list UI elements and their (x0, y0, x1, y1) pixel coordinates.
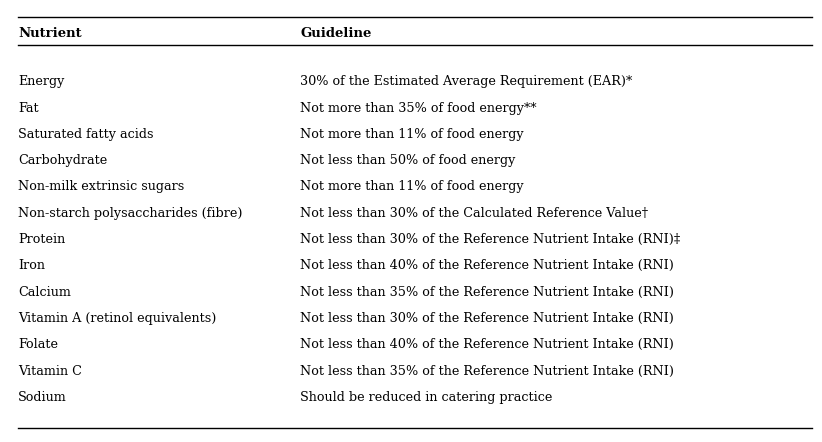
Text: Not more than 11% of food energy: Not more than 11% of food energy (300, 180, 524, 194)
Text: Not less than 35% of the Reference Nutrient Intake (RNI): Not less than 35% of the Reference Nutri… (300, 365, 674, 377)
Text: Iron: Iron (18, 259, 45, 272)
Text: Nutrient: Nutrient (18, 27, 81, 40)
Text: Should be reduced in catering practice: Should be reduced in catering practice (300, 391, 552, 404)
Text: Not less than 35% of the Reference Nutrient Intake (RNI): Not less than 35% of the Reference Nutri… (300, 286, 674, 299)
Text: Not less than 50% of food energy: Not less than 50% of food energy (300, 154, 515, 167)
Text: 30% of the Estimated Average Requirement (EAR)*: 30% of the Estimated Average Requirement… (300, 75, 632, 88)
Text: Energy: Energy (18, 75, 64, 88)
Text: Carbohydrate: Carbohydrate (18, 154, 108, 167)
Text: Not less than 40% of the Reference Nutrient Intake (RNI): Not less than 40% of the Reference Nutri… (300, 338, 674, 351)
Text: Vitamin A (retinol equivalents): Vitamin A (retinol equivalents) (18, 312, 216, 325)
Text: Vitamin C: Vitamin C (18, 365, 82, 377)
Text: Folate: Folate (18, 338, 58, 351)
Text: Not less than 30% of the Reference Nutrient Intake (RNI)‡: Not less than 30% of the Reference Nutri… (300, 233, 681, 246)
Text: Guideline: Guideline (300, 27, 372, 40)
Text: Not more than 11% of food energy: Not more than 11% of food energy (300, 128, 524, 141)
Text: Sodium: Sodium (18, 391, 67, 404)
Text: Fat: Fat (18, 102, 39, 114)
Text: Not less than 30% of the Calculated Reference Value†: Not less than 30% of the Calculated Refe… (300, 207, 649, 220)
Text: Not less than 30% of the Reference Nutrient Intake (RNI): Not less than 30% of the Reference Nutri… (300, 312, 674, 325)
Text: Protein: Protein (18, 233, 65, 246)
Text: Saturated fatty acids: Saturated fatty acids (18, 128, 154, 141)
Text: Calcium: Calcium (18, 286, 71, 299)
Text: Not less than 40% of the Reference Nutrient Intake (RNI): Not less than 40% of the Reference Nutri… (300, 259, 674, 272)
Text: Not more than 35% of food energy**: Not more than 35% of food energy** (300, 102, 537, 114)
Text: Non-milk extrinsic sugars: Non-milk extrinsic sugars (18, 180, 184, 194)
Text: Non-starch polysaccharides (fibre): Non-starch polysaccharides (fibre) (18, 207, 242, 220)
